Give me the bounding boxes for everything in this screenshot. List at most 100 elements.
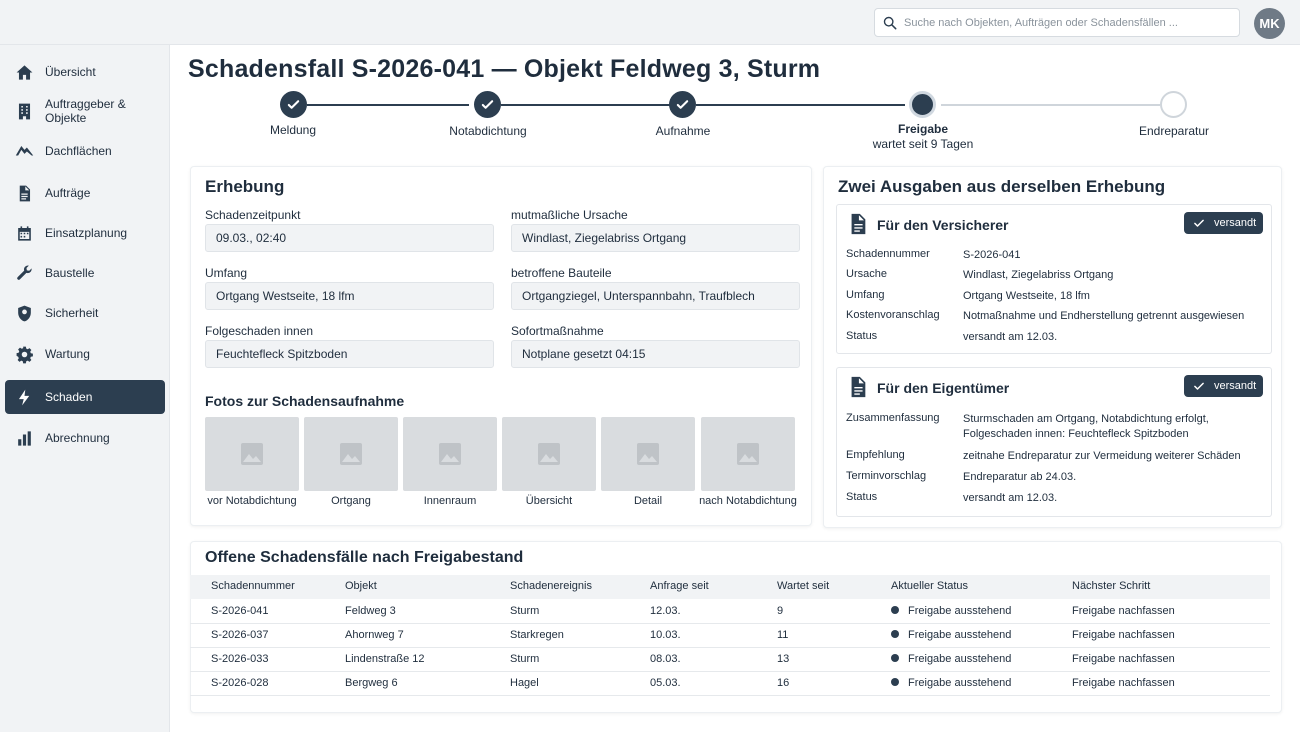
check-icon: [1194, 219, 1204, 227]
photo-thumbnail[interactable]: [701, 417, 795, 491]
sidebar-item-auftraggeber[interactable]: Auftraggeber & Objekte: [5, 94, 165, 128]
versicherer-title: Für den Versicherer: [877, 217, 1009, 233]
kv-value: Endreparatur ab 24.03.: [963, 471, 1077, 483]
photo-thumbnail[interactable]: [502, 417, 596, 491]
sidebar-item-wartung[interactable]: Wartung: [5, 337, 165, 371]
cell-ereignis: Sturm: [510, 605, 540, 617]
search-input[interactable]: [904, 16, 1224, 29]
step-aufnahme[interactable]: [669, 91, 696, 118]
sidebar-item-auftraege[interactable]: Aufträge: [5, 176, 165, 210]
field-label: betroffene Bauteile: [511, 266, 612, 280]
sidebar-item-label: Übersicht: [45, 65, 96, 79]
gear-icon: [16, 346, 33, 363]
photo-caption: Innenraum: [423, 495, 477, 507]
cell-schadennummer: S-2026-033: [211, 653, 269, 665]
sidebar-item-schaden[interactable]: Schaden: [5, 380, 165, 414]
step-endreparatur[interactable]: [1160, 91, 1187, 118]
sidebar-item-uebersicht[interactable]: Übersicht: [5, 55, 165, 89]
step-label: Endreparatur: [1138, 124, 1210, 138]
cell-objekt: Bergweg 6: [345, 677, 398, 689]
folgeschaden-field[interactable]: Feuchtefleck Spitzboden: [205, 340, 494, 368]
sidebar-item-abrechnung[interactable]: Abrechnung: [5, 421, 165, 455]
cell-status: Freigabe ausstehend: [891, 629, 1011, 641]
column-header[interactable]: Schadennummer: [211, 580, 295, 592]
cell-objekt: Feldweg 3: [345, 605, 396, 617]
sidebar-item-label: Wartung: [45, 347, 90, 361]
sidebar-item-sicherheit[interactable]: Sicherheit: [5, 296, 165, 330]
step-freigabe[interactable]: [909, 91, 936, 118]
document-icon: [19, 185, 31, 201]
field-label: Folgeschaden innen: [205, 324, 314, 338]
cell-ereignis: Starkregen: [510, 629, 564, 641]
cell-wartet: 13: [777, 653, 790, 665]
column-header[interactable]: Objekt: [345, 580, 377, 592]
row-divider: [190, 623, 1270, 624]
table-header: [190, 575, 1270, 599]
kv-key: Terminvorschlag: [846, 470, 927, 482]
photo-thumbnail[interactable]: [601, 417, 695, 491]
offene-faelle-card: Offene Schadensfälle nach Freigabestand: [190, 541, 1282, 713]
cell-status: Freigabe ausstehend: [891, 605, 1011, 617]
check-icon: [481, 100, 494, 109]
sidebar-item-label: Baustelle: [45, 266, 95, 280]
photo-thumbnail[interactable]: [205, 417, 299, 491]
kv-key: Status: [846, 330, 878, 342]
cell-naechster-schritt[interactable]: Freigabe nachfassen: [1072, 605, 1175, 617]
kv-value: Sturmschaden am Ortgang, Notabdichtung e…: [963, 413, 1209, 440]
sofortmassnahme-field[interactable]: Notplane gesetzt 04:15: [511, 340, 800, 368]
sidebar-item-einsatzplanung[interactable]: Einsatzplanung: [5, 216, 165, 250]
ursache-field[interactable]: Windlast, Ziegelabriss Ortgang: [511, 224, 800, 252]
cell-status: Freigabe ausstehend: [891, 653, 1011, 665]
kv-key: Zusammenfassung: [846, 412, 940, 424]
ausgaben-card: Zwei Ausgaben aus derselben Erhebung Für…: [823, 166, 1282, 528]
column-header[interactable]: Aktueller Status: [891, 580, 969, 592]
status-dot: [891, 606, 899, 614]
versicherer-output: Für den Versicherer versandt Schadennumm…: [836, 204, 1272, 354]
cell-wartet: 16: [777, 677, 790, 689]
sidebar-item-label: Schaden: [45, 390, 93, 404]
search-box[interactable]: [874, 8, 1240, 37]
kv-key: Umfang: [846, 289, 885, 301]
field-label: Umfang: [205, 266, 248, 280]
status-dot: [891, 630, 899, 638]
cell-anfrage: 12.03.: [650, 605, 681, 617]
cell-wartet: 11: [777, 629, 789, 641]
cell-naechster-schritt[interactable]: Freigabe nachfassen: [1072, 653, 1175, 665]
image-icon: [538, 443, 560, 465]
sidebar-item-dachflaechen[interactable]: Dachflächen: [5, 134, 165, 168]
bauteile-field[interactable]: Ortgangziegel, Unterspannbahn, Traufblec…: [511, 282, 800, 310]
cell-naechster-schritt[interactable]: Freigabe nachfassen: [1072, 629, 1175, 641]
cell-naechster-schritt[interactable]: Freigabe nachfassen: [1072, 677, 1175, 689]
sidebar-item-label: Sicherheit: [45, 306, 99, 320]
cell-schadennummer: S-2026-028: [211, 677, 269, 689]
sidebar-item-baustelle[interactable]: Baustelle: [5, 256, 165, 290]
status-text: Freigabe ausstehend: [908, 653, 1012, 665]
sidebar-item-label: Dachflächen: [45, 144, 112, 158]
photo-thumbnail[interactable]: [403, 417, 497, 491]
schadenzeitpunkt-field[interactable]: 09.03., 02:40: [205, 224, 494, 252]
cell-wartet: 9: [777, 605, 784, 617]
cell-ereignis: Hagel: [510, 677, 539, 689]
photo-caption: Detail: [633, 495, 663, 507]
cell-status: Freigabe ausstehend: [891, 677, 1011, 689]
avatar[interactable]: MK: [1254, 8, 1285, 39]
badge-label: versandt: [1214, 380, 1257, 392]
field-label: mutmaßliche Ursache: [511, 208, 628, 222]
column-header[interactable]: Anfrage seit: [650, 580, 709, 592]
kv-key: Status: [846, 491, 878, 503]
kv-value: versandt am 12.03.: [963, 492, 1058, 504]
column-header[interactable]: Schadenereignis: [510, 580, 592, 592]
kv-value: Windlast, Ziegelabriss Ortgang: [963, 269, 1114, 281]
step-notabdichtung[interactable]: [474, 91, 501, 118]
step-connector: [696, 104, 905, 106]
photo-thumbnail[interactable]: [304, 417, 398, 491]
bar-chart-icon: [18, 430, 31, 446]
column-header[interactable]: Nächster Schritt: [1072, 580, 1151, 592]
column-header[interactable]: Wartet seit: [777, 580, 830, 592]
umfang-field[interactable]: Ortgang Westseite, 18 lfm: [205, 282, 494, 310]
step-connector: [941, 104, 1160, 106]
cell-anfrage: 05.03.: [650, 677, 681, 689]
step-meldung[interactable]: [280, 91, 307, 118]
status-text: Freigabe ausstehend: [908, 605, 1012, 617]
step-sublabel: wartet seit 9 Tagen: [872, 137, 974, 151]
